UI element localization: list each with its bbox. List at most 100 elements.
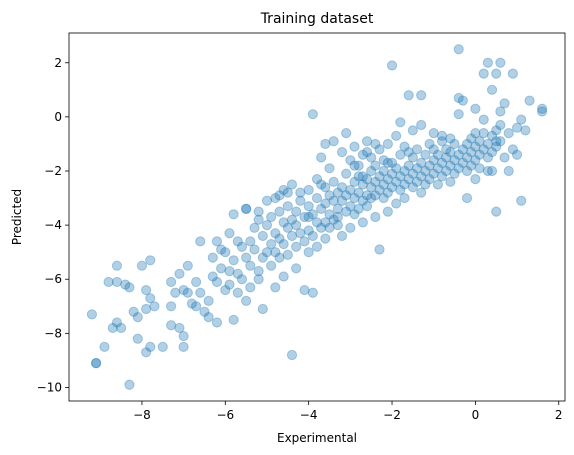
data-point [457, 157, 468, 168]
data-point [420, 165, 431, 177]
axes-layer: −8 −6 −4 −2 0 2 −10 −8 −6 −4 −2 0 2 [37, 32, 566, 422]
data-point [174, 322, 185, 334]
data-point [453, 44, 464, 55]
data-point [141, 303, 152, 315]
data-point [286, 349, 298, 361]
data-point [303, 211, 314, 223]
data-point [432, 149, 443, 160]
data-point [107, 322, 118, 334]
data-point [382, 174, 393, 185]
data-point [111, 260, 123, 271]
data-point [524, 95, 535, 106]
data-point [424, 160, 435, 171]
data-point [495, 106, 506, 117]
data-point [270, 228, 281, 239]
data-point [470, 103, 481, 114]
data-point [457, 144, 468, 155]
data-point [216, 263, 227, 274]
data-point [199, 306, 210, 317]
data-point [370, 176, 381, 187]
data-point [486, 165, 498, 177]
data-point [111, 276, 123, 288]
data-point [466, 160, 477, 171]
data-point [278, 184, 289, 196]
data-point [370, 190, 381, 201]
x-tick-label: −8 [133, 408, 151, 422]
data-point [257, 252, 268, 263]
data-point [403, 160, 414, 171]
data-point [382, 157, 393, 168]
data-point [178, 284, 189, 296]
data-point [211, 276, 223, 288]
data-point [495, 119, 506, 131]
data-point [224, 266, 235, 277]
data-point [478, 68, 489, 79]
data-point [307, 109, 318, 120]
data-point [320, 217, 331, 228]
data-point [374, 244, 385, 255]
data-point [453, 109, 464, 120]
data-point [445, 160, 456, 171]
data-point [145, 255, 156, 266]
data-point [399, 165, 410, 177]
data-point [366, 192, 377, 204]
data-point [445, 133, 456, 144]
data-point [324, 222, 335, 233]
data-point [345, 222, 356, 233]
data-point [232, 268, 243, 279]
data-point [249, 244, 260, 255]
data-point [453, 149, 464, 160]
data-point [132, 312, 143, 323]
data-point [382, 138, 393, 150]
x-tick-label: −6 [216, 408, 234, 422]
data-point [386, 157, 398, 168]
data-point [124, 379, 135, 390]
data-point [416, 90, 427, 101]
chart-title: Training dataset [260, 11, 374, 27]
data-point [361, 201, 373, 212]
data-point [461, 192, 473, 204]
data-point [407, 182, 418, 193]
data-point [316, 179, 327, 190]
data-point [511, 122, 523, 133]
data-point [303, 201, 314, 212]
data-point [470, 141, 481, 152]
data-point [474, 149, 485, 160]
data-point [461, 138, 473, 150]
data-point [257, 303, 268, 315]
data-point [270, 192, 281, 204]
data-point [499, 98, 510, 109]
data-point [353, 187, 364, 198]
data-point [328, 195, 339, 206]
data-point [507, 68, 519, 79]
data-point [482, 57, 493, 68]
x-tick-label: 0 [472, 408, 480, 422]
data-point [116, 322, 127, 334]
data-point [170, 287, 181, 298]
data-point [307, 287, 318, 298]
data-point [341, 190, 352, 201]
x-tick-label: −4 [300, 408, 318, 422]
data-point [436, 136, 448, 147]
data-point [478, 114, 489, 125]
data-point [366, 165, 377, 177]
data-point [191, 301, 202, 312]
data-point [324, 190, 335, 201]
data-point [182, 287, 193, 298]
data-point [449, 155, 460, 166]
data-point [303, 247, 314, 258]
data-point [411, 163, 423, 174]
data-point [449, 138, 460, 150]
data-point [424, 174, 435, 185]
data-point [307, 230, 318, 242]
data-point [416, 157, 427, 168]
data-point [128, 306, 139, 317]
data-point [182, 260, 193, 271]
data-point [270, 247, 281, 258]
data-point [399, 192, 410, 204]
data-point [395, 171, 406, 182]
data-point [299, 284, 310, 296]
data-point [428, 168, 439, 179]
data-point [403, 90, 414, 101]
